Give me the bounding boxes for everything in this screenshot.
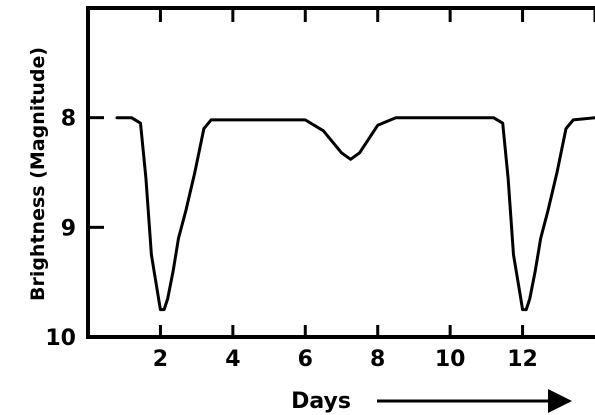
tick-labels-layer: 2 4 6 8 10 12 8 9 10 [45, 107, 538, 372]
x-tick-label: 12 [507, 347, 538, 372]
series-line-0 [115, 116, 595, 312]
days-arrow [377, 389, 572, 413]
y-tick-label: 10 [45, 326, 76, 351]
x-tick-label: 4 [225, 347, 240, 372]
ticks-layer [88, 8, 595, 339]
days-arrow-head-icon [548, 389, 572, 413]
y-tick-label: 8 [61, 107, 76, 132]
x-tick-label: 8 [370, 347, 385, 372]
axes-layer [86, 6, 595, 339]
x-axis-label: Days [291, 389, 351, 414]
x-tick-label: 6 [298, 347, 313, 372]
series-layer [115, 116, 595, 312]
y-tick-label: 9 [61, 216, 76, 241]
x-tick-label: 10 [435, 347, 466, 372]
y-axis-label: Brightness (Magnitude) [27, 47, 49, 301]
x-tick-label: 2 [153, 347, 168, 372]
